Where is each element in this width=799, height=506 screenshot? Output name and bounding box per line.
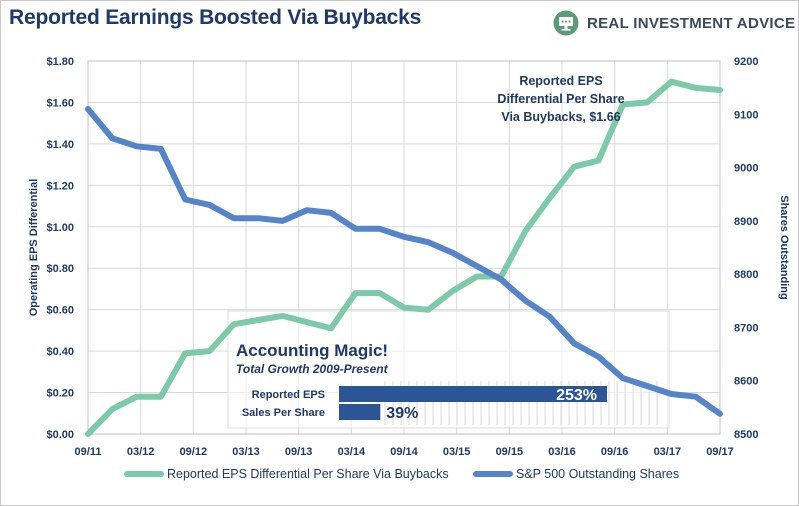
legend[interactable]: Reported EPS Differential Per Share Via … — [124, 467, 679, 481]
chart-monitor-logo-icon — [553, 10, 579, 36]
x-tick-label: 03/14 — [338, 446, 366, 458]
inset-subtitle: Total Growth 2009-Present — [236, 362, 389, 376]
y-right-tick-label: 9100 — [734, 109, 758, 121]
y-left-tick-label: $1.60 — [46, 97, 74, 109]
x-tick-label: 09/16 — [601, 446, 629, 458]
inset-panel — [227, 310, 670, 429]
inset-title: Accounting Magic! — [236, 341, 388, 360]
y-left-tick-label: $0.80 — [46, 263, 74, 275]
y-right-tick-label: 8600 — [734, 376, 758, 388]
x-tick-label: 03/16 — [548, 446, 576, 458]
y-left-tick-label: $1.80 — [46, 56, 74, 68]
y-right-tick-label: 8900 — [734, 216, 758, 228]
x-tick-label: 09/14 — [390, 446, 418, 458]
x-tick-label: 09/13 — [285, 446, 313, 458]
y-right-tick-label: 8700 — [734, 322, 758, 334]
y-right-tick-label: 8800 — [734, 269, 758, 281]
y-left-tick-label: $1.40 — [46, 139, 74, 151]
axes: 09/11 03/12 09/12 03/13 09/13 03/14 09/14 03/15… — [28, 56, 790, 458]
accounting-magic-inset: Accounting Magic! Total Growth 2009-Prese… — [227, 310, 670, 429]
y-left-tick-label: $0.40 — [46, 346, 74, 358]
page-title: Reported Earnings Boosted Via Buybacks — [9, 6, 422, 29]
x-tick-label: 09/15 — [496, 446, 524, 458]
y-left-tick-label: $0.20 — [46, 388, 74, 400]
annotation-line: Via Buybacks, $1.66 — [501, 110, 620, 124]
x-tick-label: 03/17 — [654, 446, 682, 458]
eps-differential-line — [85, 78, 723, 437]
inset-bar — [339, 404, 381, 420]
x-tick-label: 09/17 — [706, 446, 734, 458]
y-left-tick-label: $1.20 — [46, 180, 74, 192]
annotation-line: Reported EPS — [519, 74, 602, 88]
legend-label[interactable]: S&P 500 Outstanding Shares — [516, 467, 679, 481]
y-right-tick-label: 8500 — [734, 429, 758, 441]
y-right-tick-label: 9000 — [734, 163, 758, 175]
plot-area-border — [87, 60, 721, 435]
y-right-tick-label: 9200 — [734, 56, 758, 68]
y-left-tick-label: $1.00 — [46, 222, 74, 234]
inset-bar-label: Reported EPS — [252, 389, 325, 401]
inset-bar-value: 39% — [386, 405, 418, 422]
y-left-axis-title: Operating EPS Differential — [28, 179, 40, 317]
y-right-axis-title: Shares Outstanding — [778, 195, 790, 300]
y-left-tick-label: $0.60 — [46, 305, 74, 317]
x-tick-label: 03/13 — [232, 446, 260, 458]
x-tick-label: 03/12 — [127, 446, 155, 458]
brand-name: REAL INVESTMENT ADVICE — [587, 14, 796, 32]
legend-label[interactable]: Reported EPS Differential Per Share Via … — [167, 467, 449, 481]
inset-bar — [339, 386, 607, 402]
x-tick-label: 09/12 — [180, 446, 208, 458]
inset-bar-value: 253% — [556, 387, 597, 404]
series — [85, 78, 723, 437]
annotation-line: Differential Per Share — [497, 92, 624, 106]
outstanding-shares-line — [85, 106, 723, 417]
x-tick-label: 03/15 — [443, 446, 471, 458]
inset-bar-label: Sales Per Share — [242, 407, 325, 419]
brand-header[interactable]: REAL INVESTMENT ADVICE — [553, 8, 795, 38]
annotation: Reported EPS Differential Per Share Via Bu… — [497, 74, 624, 124]
y-left-tick-label: $0.00 — [46, 429, 74, 441]
x-tick-label: 09/11 — [75, 446, 102, 458]
